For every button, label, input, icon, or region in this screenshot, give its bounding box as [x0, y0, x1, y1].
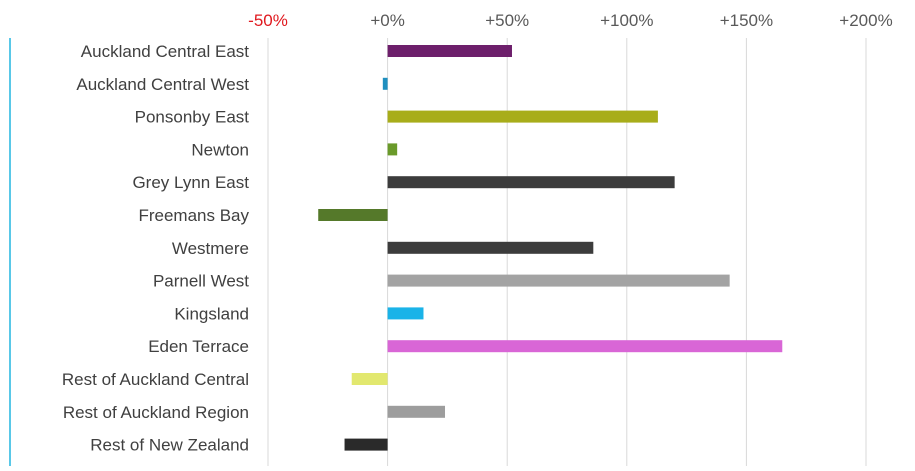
category-label: Westmere	[172, 239, 249, 258]
x-tick-label: +200%	[839, 11, 892, 30]
bar	[387, 110, 658, 123]
category-label: Parnell West	[153, 272, 249, 291]
category-label: Rest of New Zealand	[90, 436, 249, 455]
bar	[382, 77, 388, 90]
bar	[387, 405, 446, 418]
bar	[387, 45, 512, 57]
category-label: Eden Terrace	[148, 337, 249, 356]
category-label: Rest of Auckland Region	[63, 403, 249, 422]
category-label: Auckland Central West	[76, 75, 249, 94]
bar	[387, 143, 398, 156]
bar	[387, 241, 594, 254]
bar	[387, 176, 675, 189]
x-tick-label: +0%	[370, 11, 405, 30]
category-label: Grey Lynn East	[132, 173, 249, 192]
x-tick-label: +150%	[720, 11, 773, 30]
bar	[318, 209, 388, 221]
category-label: Auckland Central East	[81, 42, 249, 61]
category-label: Newton	[191, 140, 249, 159]
category-label: Kingsland	[174, 304, 249, 323]
x-tick-label: -50%	[248, 11, 288, 30]
left-axis-line	[9, 38, 11, 466]
bar	[387, 307, 424, 320]
category-label: Freemans Bay	[138, 206, 249, 225]
x-tick-label: +50%	[485, 11, 529, 30]
bar	[351, 373, 388, 385]
bar	[344, 438, 388, 451]
bar	[387, 274, 730, 287]
x-tick-label: +100%	[600, 11, 653, 30]
category-label: Rest of Auckland Central	[62, 370, 249, 389]
category-label: Ponsonby East	[135, 108, 250, 127]
bar	[387, 340, 783, 353]
